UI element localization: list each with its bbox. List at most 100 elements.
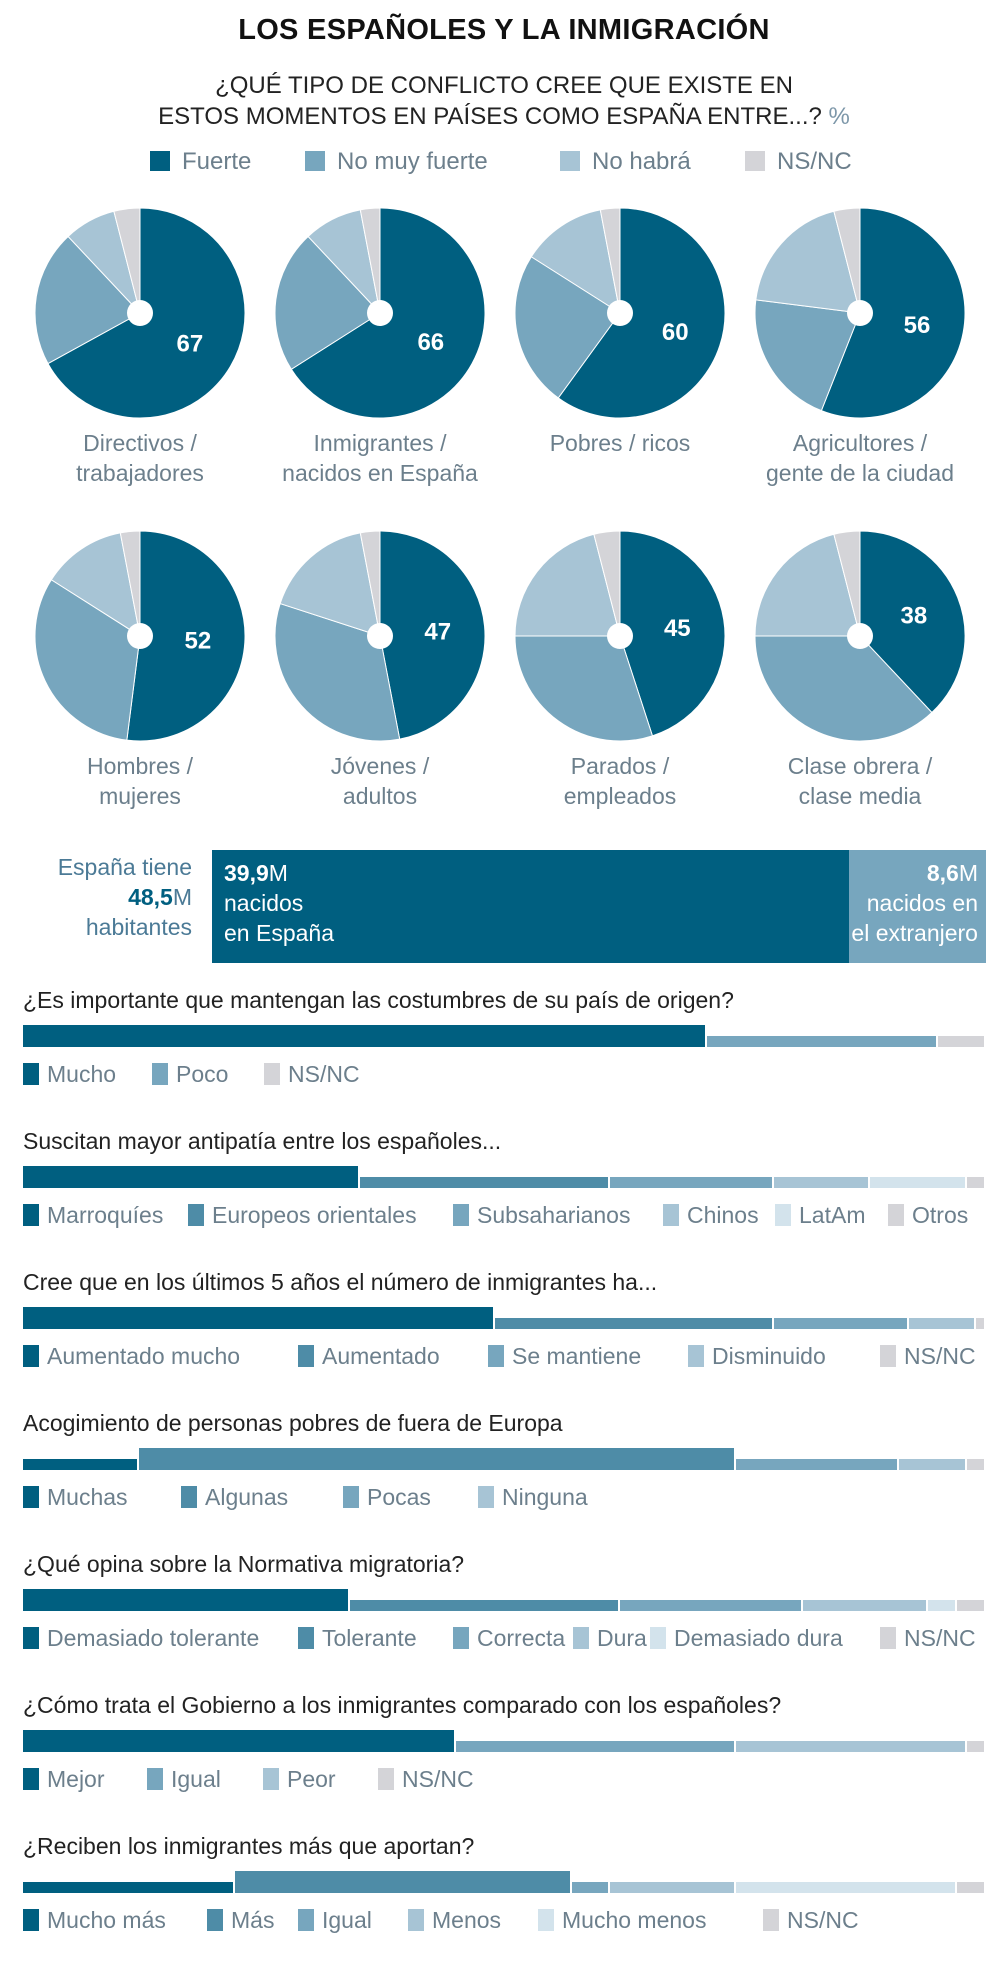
bar-segment	[23, 1166, 359, 1188]
question-block: Cree que en los últimos 5 años el número…	[23, 1267, 986, 1371]
legend-item: Mucho menos	[538, 1905, 706, 1935]
pie-center-hole	[847, 623, 873, 649]
question-block: ¿Es importante que mantengan las costumb…	[23, 985, 986, 1089]
legend-swatch	[23, 1627, 39, 1649]
bar-segment	[706, 1036, 936, 1047]
legend-item: Demasiado tolerante	[23, 1623, 259, 1653]
pie-value-label: 66	[417, 329, 444, 356]
legend-label: Mucho	[47, 1061, 117, 1087]
legend-item: Tolerante	[298, 1623, 417, 1653]
population-unit-label: habitantes	[85, 914, 192, 940]
legend-swatch	[650, 1627, 666, 1649]
pie-category-line: Directivos /	[83, 430, 197, 456]
pie-slice	[514, 635, 654, 742]
legend-label: NS/NC	[288, 1061, 360, 1087]
pie-slice	[754, 533, 861, 637]
question-block: ¿Qué opina sobre la Normativa migratoria…	[23, 1549, 986, 1653]
legend-label: Mucho más	[47, 1907, 166, 1933]
legend-swatch	[298, 1627, 314, 1649]
legend-item: Mucho más	[23, 1905, 166, 1935]
subtitle-line-1: ¿QUÉ TIPO DE CONFLICTO CREE QUE EXISTE E…	[215, 72, 793, 99]
legend-item: Peor	[263, 1764, 336, 1794]
pie-category-line: Parados /	[570, 753, 670, 779]
pie-category-line: Inmigrantes /	[313, 430, 447, 456]
page-title: LOS ESPAÑOLES Y LA INMIGRACIÓN	[238, 14, 770, 46]
legend-label: Mejor	[47, 1766, 105, 1792]
legend-swatch	[378, 1768, 394, 1790]
pie-charts: 67 66 60 56 52 47 45 38	[34, 207, 966, 742]
legend-label: Ninguna	[502, 1484, 588, 1510]
bar-segment	[360, 1177, 609, 1188]
legend-item: NS/NC	[378, 1764, 474, 1794]
pie-slice	[359, 207, 381, 314]
pie-category-line: adultos	[342, 783, 418, 809]
legend-label: Fuerte	[182, 148, 252, 175]
pie-legend: Fuerte No muy fuerte No habrá NS/NC	[0, 148, 1008, 178]
bar-segment	[899, 1459, 965, 1470]
pie-chart: 56	[754, 207, 966, 419]
legend-label: LatAm	[799, 1202, 866, 1228]
stacked-bar	[23, 1307, 986, 1329]
population-segment-line: nacidos	[224, 890, 304, 916]
stacked-bar	[23, 1448, 986, 1470]
legend-swatch	[453, 1204, 469, 1226]
pie-slice	[619, 530, 726, 737]
bar-segment	[735, 1741, 965, 1752]
legend-label: Chinos	[687, 1202, 759, 1228]
bar-segment	[23, 1307, 493, 1329]
legend-swatch	[305, 151, 325, 171]
pie-slice	[50, 532, 141, 638]
legend-label: Peor	[287, 1766, 336, 1792]
legend-label: NS/NC	[402, 1766, 474, 1792]
pie-slice	[514, 533, 621, 637]
legend-item: Poco	[152, 1059, 228, 1089]
pie-slice	[755, 210, 861, 314]
legend-swatch	[763, 1909, 779, 1931]
legend-swatch	[408, 1909, 424, 1931]
pie-center-hole	[607, 300, 633, 326]
pie-slice	[557, 207, 726, 419]
legend-item: Chinos	[663, 1200, 759, 1230]
pie-center-hole	[607, 623, 633, 649]
pie-slice	[593, 530, 621, 637]
legend-swatch	[888, 1204, 904, 1226]
legend-item: Aumentado	[298, 1341, 440, 1371]
legend-label: NS/NC	[787, 1907, 859, 1933]
pie-category-line: Jóvenes /	[330, 753, 430, 779]
population-intro: España tiene	[57, 854, 192, 880]
legend-swatch	[488, 1345, 504, 1367]
legend-label: Poco	[176, 1061, 229, 1087]
pie-category-line: mujeres	[99, 783, 181, 809]
subtitle-line-2: ESTOS MOMENTOS EN PAÍSES COMO ESPAÑA ENT…	[0, 101, 1008, 132]
stacked-bar	[23, 1730, 986, 1752]
stacked-bar	[23, 1871, 986, 1893]
pie-slice	[274, 235, 381, 370]
pie-slice	[754, 635, 933, 742]
pie-category-label: Hombres / mujeres	[20, 751, 260, 811]
bar-segment	[610, 1882, 734, 1893]
legend-swatch	[23, 1486, 39, 1508]
bar-segment	[23, 1025, 705, 1047]
legend-swatch	[688, 1345, 704, 1367]
bar-segment	[456, 1741, 734, 1752]
pie-chart: 38	[754, 530, 966, 742]
population-total: 48,5M	[128, 884, 192, 910]
pie-category-line: clase media	[798, 783, 922, 809]
pie-legend-item: Fuerte	[150, 148, 251, 176]
pie-slice	[833, 207, 861, 314]
pie-slice	[530, 209, 621, 315]
pie-value-label: 45	[664, 615, 691, 642]
question-block: ¿Cómo trata el Gobierno a los inmigrante…	[23, 1690, 986, 1794]
pie-center-hole	[847, 300, 873, 326]
legend-swatch	[538, 1909, 554, 1931]
legend-label: Dura	[597, 1625, 647, 1651]
legend-swatch	[152, 1063, 168, 1085]
population-summary: España tiene 48,5M habitantes	[20, 852, 192, 942]
pie-slice	[113, 207, 141, 314]
legend-label: NS/NC	[904, 1625, 976, 1651]
legend-item: Subsaharianos	[453, 1200, 630, 1230]
question-title: Cree que en los últimos 5 años el número…	[23, 1269, 658, 1295]
legend-swatch	[478, 1486, 494, 1508]
legend-item: Demasiado dura	[650, 1623, 843, 1653]
legend-label: Aumentado mucho	[47, 1343, 241, 1369]
